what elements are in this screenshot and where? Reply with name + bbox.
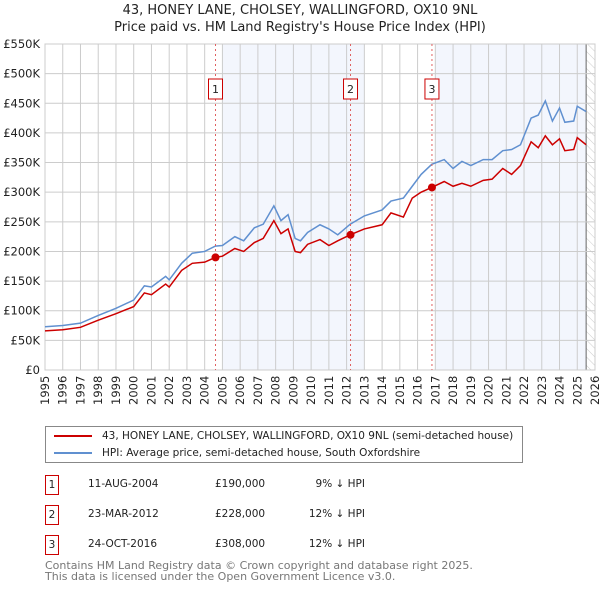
sale-label-box — [424, 78, 440, 100]
x-tick-label: 1995 — [38, 376, 52, 405]
legend-swatch-property — [54, 435, 92, 437]
y-tick-label: £50K — [11, 333, 41, 347]
x-tick-label: 2020 — [482, 376, 496, 405]
y-tick-label: £100K — [3, 304, 40, 318]
x-tick-label: 1997 — [73, 376, 87, 405]
sale-date: 23-MAR-2012 — [88, 508, 159, 520]
x-tick-label: 2024 — [553, 376, 567, 405]
x-tick-label: 2004 — [198, 376, 212, 405]
x-tick-label: 2012 — [340, 376, 354, 405]
chart-title: 43, HONEY LANE, CHOLSEY, WALLINGFORD, OX… — [122, 3, 478, 18]
sale-hpi-diff: 9% ↓ HPI — [315, 478, 365, 490]
x-tick-label: 2021 — [499, 376, 513, 405]
future-hatch — [586, 44, 595, 370]
x-tick-label: 2018 — [446, 376, 460, 405]
x-tick-label: 2019 — [464, 376, 478, 405]
y-tick-label: £450K — [3, 96, 40, 110]
x-tick-label: 1999 — [109, 376, 123, 405]
sale-hpi-diff: 12% ↓ HPI — [308, 538, 365, 550]
x-tick-label: 2003 — [180, 376, 194, 405]
x-tick-label: 2017 — [428, 376, 442, 405]
x-tick-label: 1998 — [91, 376, 105, 405]
x-tick-label: 2009 — [286, 376, 300, 405]
y-tick-label: £550K — [3, 37, 40, 51]
x-tick-label: 2016 — [411, 376, 425, 405]
property-price-line — [44, 134, 587, 332]
sale-label: 1 — [212, 83, 219, 96]
x-tick-label: 2000 — [127, 376, 141, 405]
sale-label: 2 — [347, 83, 354, 96]
legend-label-property: 43, HONEY LANE, CHOLSEY, WALLINGFORD, OX… — [102, 430, 514, 442]
legend: 43, HONEY LANE, CHOLSEY, WALLINGFORD, OX… — [45, 426, 523, 463]
sale-price: £308,000 — [215, 538, 266, 550]
x-tick-label: 2014 — [375, 376, 389, 405]
sale-number: 2 — [45, 505, 59, 525]
x-tick-label: 2006 — [233, 376, 247, 405]
sale-label-box — [343, 78, 359, 100]
sale-row: 2 23-MAR-2012 £228,000 12% ↓ HPI — [45, 505, 445, 525]
x-tick-label: 2002 — [162, 376, 176, 405]
x-tick-label: 2015 — [393, 376, 407, 405]
x-tick-label: 2025 — [570, 376, 584, 405]
sale-number: 3 — [45, 535, 59, 555]
y-tick-label: £400K — [3, 126, 40, 140]
x-tick-label: 2010 — [304, 376, 318, 405]
legend-swatch-hpi — [54, 452, 92, 454]
hpi-line — [44, 98, 587, 328]
sale-point — [346, 230, 355, 239]
x-tick-label: 2001 — [144, 376, 158, 405]
y-tick-label: £200K — [3, 244, 40, 258]
x-tick-label: 2023 — [535, 376, 549, 405]
legend-label-hpi: HPI: Average price, semi-detached house,… — [102, 447, 421, 459]
sale-number: 1 — [45, 475, 59, 495]
x-tick-label: 2007 — [251, 376, 265, 405]
y-tick-label: £300K — [3, 185, 40, 199]
sale-price: £228,000 — [215, 508, 266, 520]
sale-label-box — [208, 78, 223, 100]
footer-line2: This data is licensed under the Open Gov… — [45, 570, 396, 583]
sale-label: 3 — [428, 83, 435, 96]
y-tick-label: £350K — [3, 156, 40, 170]
sale-row: 1 11-AUG-2004 £190,000 9% ↓ HPI — [45, 475, 445, 495]
y-tick-label: £0 — [25, 363, 40, 377]
y-tick-label: £150K — [3, 274, 40, 288]
footer: Contains HM Land Registry data © Crown c… — [45, 560, 473, 582]
footer-line1: Contains HM Land Registry data © Crown c… — [45, 559, 473, 572]
x-tick-label: 1996 — [56, 376, 70, 405]
y-tick-label: £250K — [3, 215, 40, 229]
sale-date: 11-AUG-2004 — [88, 478, 159, 490]
sale-row: 3 24-OCT-2016 £308,000 12% ↓ HPI — [45, 535, 445, 555]
sale-date: 24-OCT-2016 — [88, 538, 157, 550]
sale-point — [427, 183, 436, 192]
sale-point — [211, 253, 220, 262]
x-tick-label: 2022 — [517, 376, 531, 405]
y-tick-label: £500K — [3, 67, 40, 81]
x-tick-label: 2013 — [357, 376, 371, 405]
shaded-period — [435, 44, 587, 370]
x-tick-label: 2008 — [269, 376, 283, 405]
sale-hpi-diff: 12% ↓ HPI — [308, 508, 365, 520]
x-tick-label: 2026 — [588, 376, 600, 405]
chart-subtitle: Price paid vs. HM Land Registry's House … — [114, 20, 486, 35]
plot-border — [44, 43, 596, 371]
x-tick-label: 2005 — [215, 376, 229, 405]
x-tick-label: 2011 — [322, 376, 336, 405]
sale-price: £190,000 — [215, 478, 266, 490]
